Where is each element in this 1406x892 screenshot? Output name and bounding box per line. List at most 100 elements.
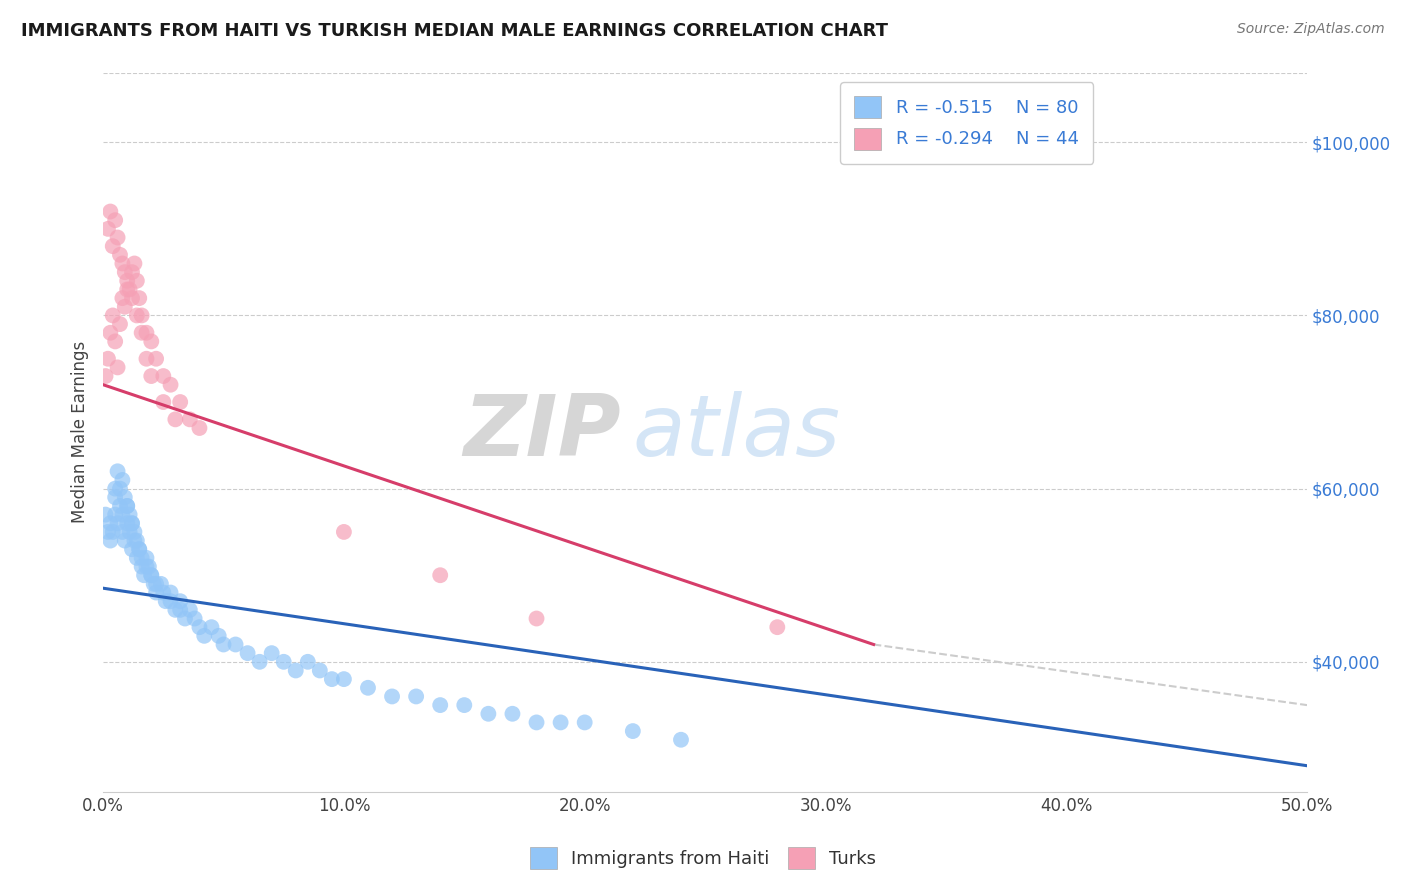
Point (138, 559, 160, 574)
Text: atlas: atlas (633, 391, 841, 474)
Point (141, 334, 163, 349)
Point (381, 690, 404, 704)
Point (94, 369, 117, 384)
Point (104, 490, 127, 504)
Point (135, 351, 157, 366)
Point (273, 655, 295, 669)
Point (429, 568, 451, 582)
Point (114, 300, 136, 314)
Point (132, 568, 155, 582)
Point (111, 508, 134, 522)
Point (97, 351, 120, 366)
Y-axis label: Median Male Earnings: Median Male Earnings (72, 342, 89, 524)
Point (141, 568, 163, 582)
Point (121, 516, 143, 531)
Point (98, 326, 121, 340)
Point (669, 732, 692, 747)
Point (145, 577, 167, 591)
Point (114, 533, 136, 548)
Point (453, 698, 475, 712)
Point (621, 724, 644, 739)
Point (405, 690, 427, 704)
Point (212, 638, 235, 652)
Point (188, 421, 211, 435)
Point (108, 482, 131, 496)
Point (249, 655, 271, 669)
Point (111, 473, 134, 487)
Point (135, 559, 157, 574)
Point (128, 291, 150, 305)
Point (128, 542, 150, 557)
Point (174, 611, 197, 625)
Text: Source: ZipAtlas.com: Source: ZipAtlas.com (1237, 22, 1385, 37)
Point (159, 377, 181, 392)
Point (169, 395, 191, 409)
Point (135, 550, 157, 565)
Point (152, 369, 174, 384)
Point (155, 594, 177, 608)
Point (225, 638, 247, 652)
Point (125, 274, 148, 288)
Point (101, 239, 124, 253)
Point (145, 585, 167, 599)
Point (124, 256, 146, 270)
Point (128, 542, 150, 557)
Text: IMMIGRANTS FROM HAITI VS TURKISH MEDIAN MALE EARNINGS CORRELATION CHART: IMMIGRANTS FROM HAITI VS TURKISH MEDIAN … (21, 22, 889, 40)
Point (477, 706, 499, 721)
Point (193, 629, 215, 643)
Point (114, 265, 136, 279)
Point (111, 524, 134, 539)
Point (111, 256, 134, 270)
Point (526, 611, 548, 625)
Point (165, 412, 187, 426)
Point (121, 516, 143, 531)
Point (152, 395, 174, 409)
Point (333, 672, 356, 686)
Point (121, 291, 143, 305)
Point (165, 603, 187, 617)
Point (115, 499, 138, 513)
Legend: Immigrants from Haiti, Turks: Immigrants from Haiti, Turks (520, 838, 886, 879)
Point (142, 577, 165, 591)
Point (183, 611, 205, 625)
Point (200, 620, 222, 634)
Point (101, 309, 124, 323)
Point (125, 533, 148, 548)
Point (152, 585, 174, 599)
Point (125, 309, 148, 323)
Point (131, 309, 153, 323)
Point (114, 490, 136, 504)
Point (179, 603, 201, 617)
Point (101, 524, 124, 539)
Point (321, 672, 343, 686)
Point (98, 516, 121, 531)
Point (107, 230, 129, 244)
Point (111, 291, 134, 305)
Point (97, 222, 120, 236)
Point (236, 646, 259, 660)
Point (124, 533, 146, 548)
Point (124, 524, 146, 539)
Point (141, 568, 163, 582)
Point (159, 585, 181, 599)
Point (131, 550, 153, 565)
Point (98, 533, 121, 548)
Point (169, 594, 191, 608)
Point (118, 508, 141, 522)
Legend: R = -0.515    N = 80, R = -0.294    N = 44: R = -0.515 N = 80, R = -0.294 N = 44 (839, 82, 1094, 164)
Point (284, 664, 307, 678)
Point (121, 542, 143, 557)
Point (550, 715, 572, 730)
Point (208, 629, 231, 643)
Point (357, 681, 380, 695)
Point (104, 334, 127, 349)
Point (766, 620, 789, 634)
Point (108, 317, 131, 331)
Point (104, 482, 127, 496)
Point (297, 655, 319, 669)
Point (104, 508, 127, 522)
Point (526, 715, 548, 730)
Point (169, 603, 191, 617)
Point (429, 698, 451, 712)
Point (121, 265, 143, 279)
